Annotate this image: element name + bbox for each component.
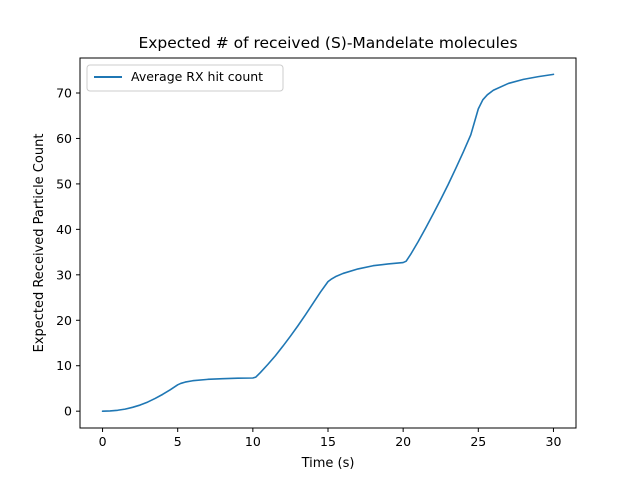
plot-frame: [79, 57, 577, 429]
x-tick-label: 10: [245, 434, 261, 449]
x-axis-label: Time (s): [301, 456, 355, 471]
y-axis-label: Expected Received Particle Count: [32, 134, 47, 353]
x-tick-label: 20: [395, 434, 411, 449]
legend: Average RX hit count: [86, 64, 284, 92]
series-line-0: [101, 73, 555, 412]
x-tick-label: 5: [174, 434, 182, 449]
y-tick-label: 10: [56, 358, 72, 373]
y-tick-label: 30: [56, 267, 72, 282]
y-tick-label: 70: [56, 86, 72, 101]
x-tick-label: 0: [99, 434, 107, 449]
y-tick-label: 20: [56, 313, 72, 328]
y-tick-label: 60: [56, 131, 72, 146]
legend-label: Average RX hit count: [131, 69, 263, 84]
y-tick-label: 0: [64, 404, 72, 419]
plot-lines: [101, 73, 555, 412]
legend-box: [86, 64, 284, 92]
x-tick-label: 30: [546, 434, 562, 449]
x-tick-label: 15: [320, 434, 336, 449]
chart-title: Expected # of received (S)-Mandelate mol…: [138, 34, 517, 52]
y-tick-label: 40: [56, 222, 72, 237]
x-axis-ticks: 0 5 10 15 20 25 30: [99, 428, 562, 449]
y-axis-ticks: 0 10 20 30 40 50 60 70: [56, 86, 80, 419]
y-tick-label: 50: [56, 176, 72, 191]
x-tick-label: 25: [470, 434, 486, 449]
